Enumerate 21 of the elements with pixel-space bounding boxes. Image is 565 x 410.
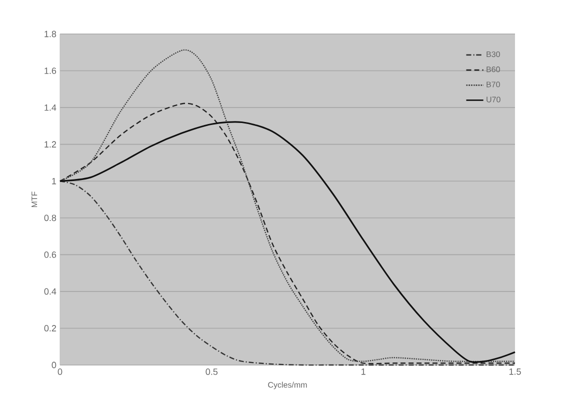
- x-tick-label: 1: [362, 368, 366, 375]
- x-axis-title: Cycles/mm: [268, 382, 307, 390]
- y-tick-label: 0.8: [44, 214, 56, 222]
- line-series: [59, 49, 516, 362]
- y-tick-label: 0: [52, 362, 56, 368]
- legend-label: U70: [486, 96, 500, 102]
- y-tick-label: 0.2: [44, 325, 56, 332]
- y-tick-label: 1.6: [44, 68, 56, 74]
- x-tick-label: 0: [58, 368, 62, 375]
- y-tick-label: 1.4: [44, 104, 56, 111]
- y-axis-title: MTF: [32, 192, 38, 208]
- legend-label: B70: [486, 82, 500, 88]
- y-tick-label: 0.4: [44, 288, 56, 295]
- y-tick-label: 1: [52, 178, 56, 184]
- legend-label: B30: [486, 51, 500, 58]
- y-tick-label: 0.6: [44, 251, 56, 258]
- x-tick-label: 1.5: [509, 368, 521, 375]
- x-tick-label: 0.5: [206, 368, 218, 375]
- y-tick-label: 1.8: [44, 30, 56, 38]
- legend-label: B60: [486, 66, 500, 72]
- y-tick-label: 1.2: [44, 141, 56, 148]
